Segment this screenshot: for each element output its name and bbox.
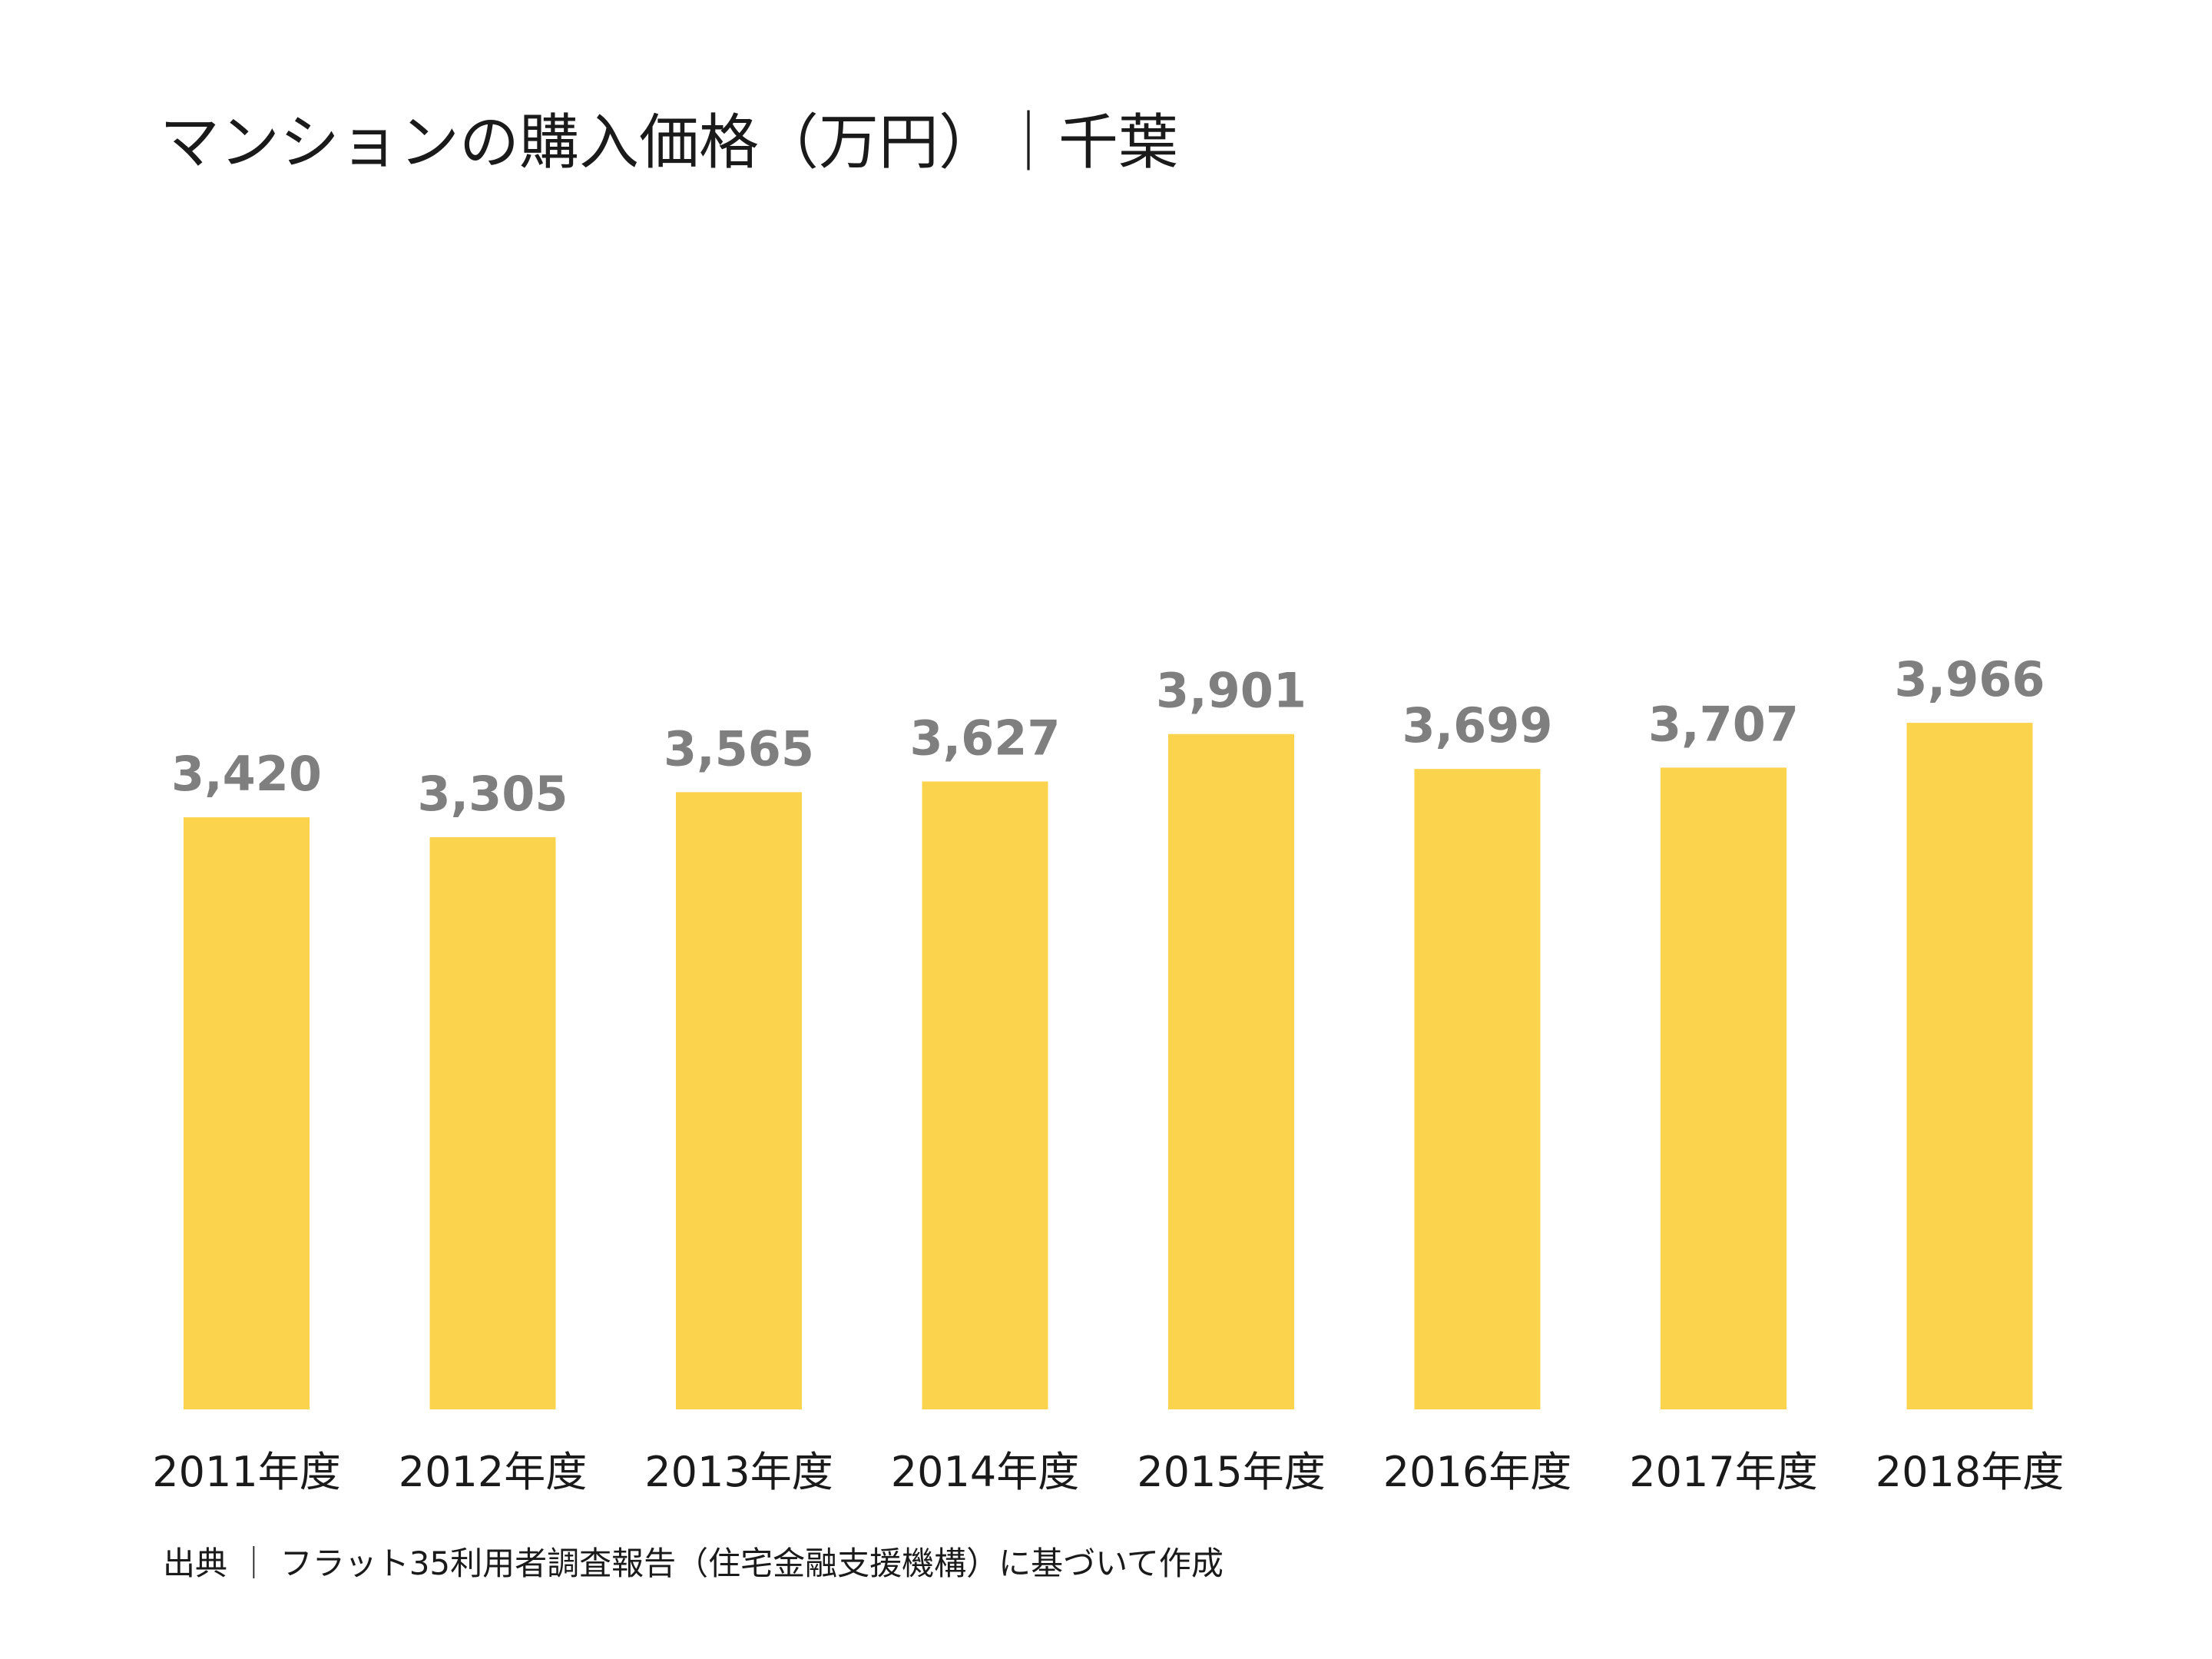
chart-title: マンションの購入価格（万円）｜千葉 (160, 108, 1178, 177)
category-label: 2015年度 (1137, 1448, 1325, 1496)
bar-2011年度 (184, 817, 310, 1409)
category-label: 2016年度 (1383, 1448, 1571, 1496)
category-label: 2017年度 (1629, 1448, 1817, 1496)
category-label: 2013年度 (644, 1448, 833, 1496)
category-label: 2011年度 (152, 1448, 340, 1496)
bar-2017年度 (1661, 767, 1786, 1409)
value-label: 3,699 (1402, 697, 1552, 753)
category-label: 2018年度 (1876, 1448, 2064, 1496)
value-label: 3,966 (1894, 651, 2045, 707)
category-label: 2012年度 (399, 1448, 587, 1496)
bars-layer (184, 723, 2033, 1409)
value-label: 3,901 (1156, 663, 1306, 719)
value-label: 3,305 (417, 766, 568, 822)
bar-2018年度 (1906, 723, 2033, 1409)
bar-2013年度 (676, 792, 802, 1409)
category-label: 2014年度 (891, 1448, 1079, 1496)
bar-2015年度 (1168, 733, 1294, 1409)
bar-2012年度 (429, 837, 556, 1409)
value-label: 3,627 (909, 710, 1060, 767)
value-label: 3,565 (664, 720, 814, 777)
value-labels-layer: 3,420 3,305 3,565 3,627 3,901 3,699 3,707 3,966 (171, 651, 2045, 822)
bar-2016年度 (1414, 769, 1541, 1409)
value-label: 3,420 (171, 746, 322, 802)
source-note: 出典 ｜ フラット35利用者調査報告（住宅金融支援機構）に基づいて作成 (163, 1545, 1224, 1582)
bar-2014年度 (922, 781, 1048, 1409)
category-labels-layer: 2011年度 2012年度 2013年度 2014年度 2015年度 2016年度 2017… (152, 1448, 2064, 1496)
value-label: 3,707 (1648, 696, 1799, 752)
